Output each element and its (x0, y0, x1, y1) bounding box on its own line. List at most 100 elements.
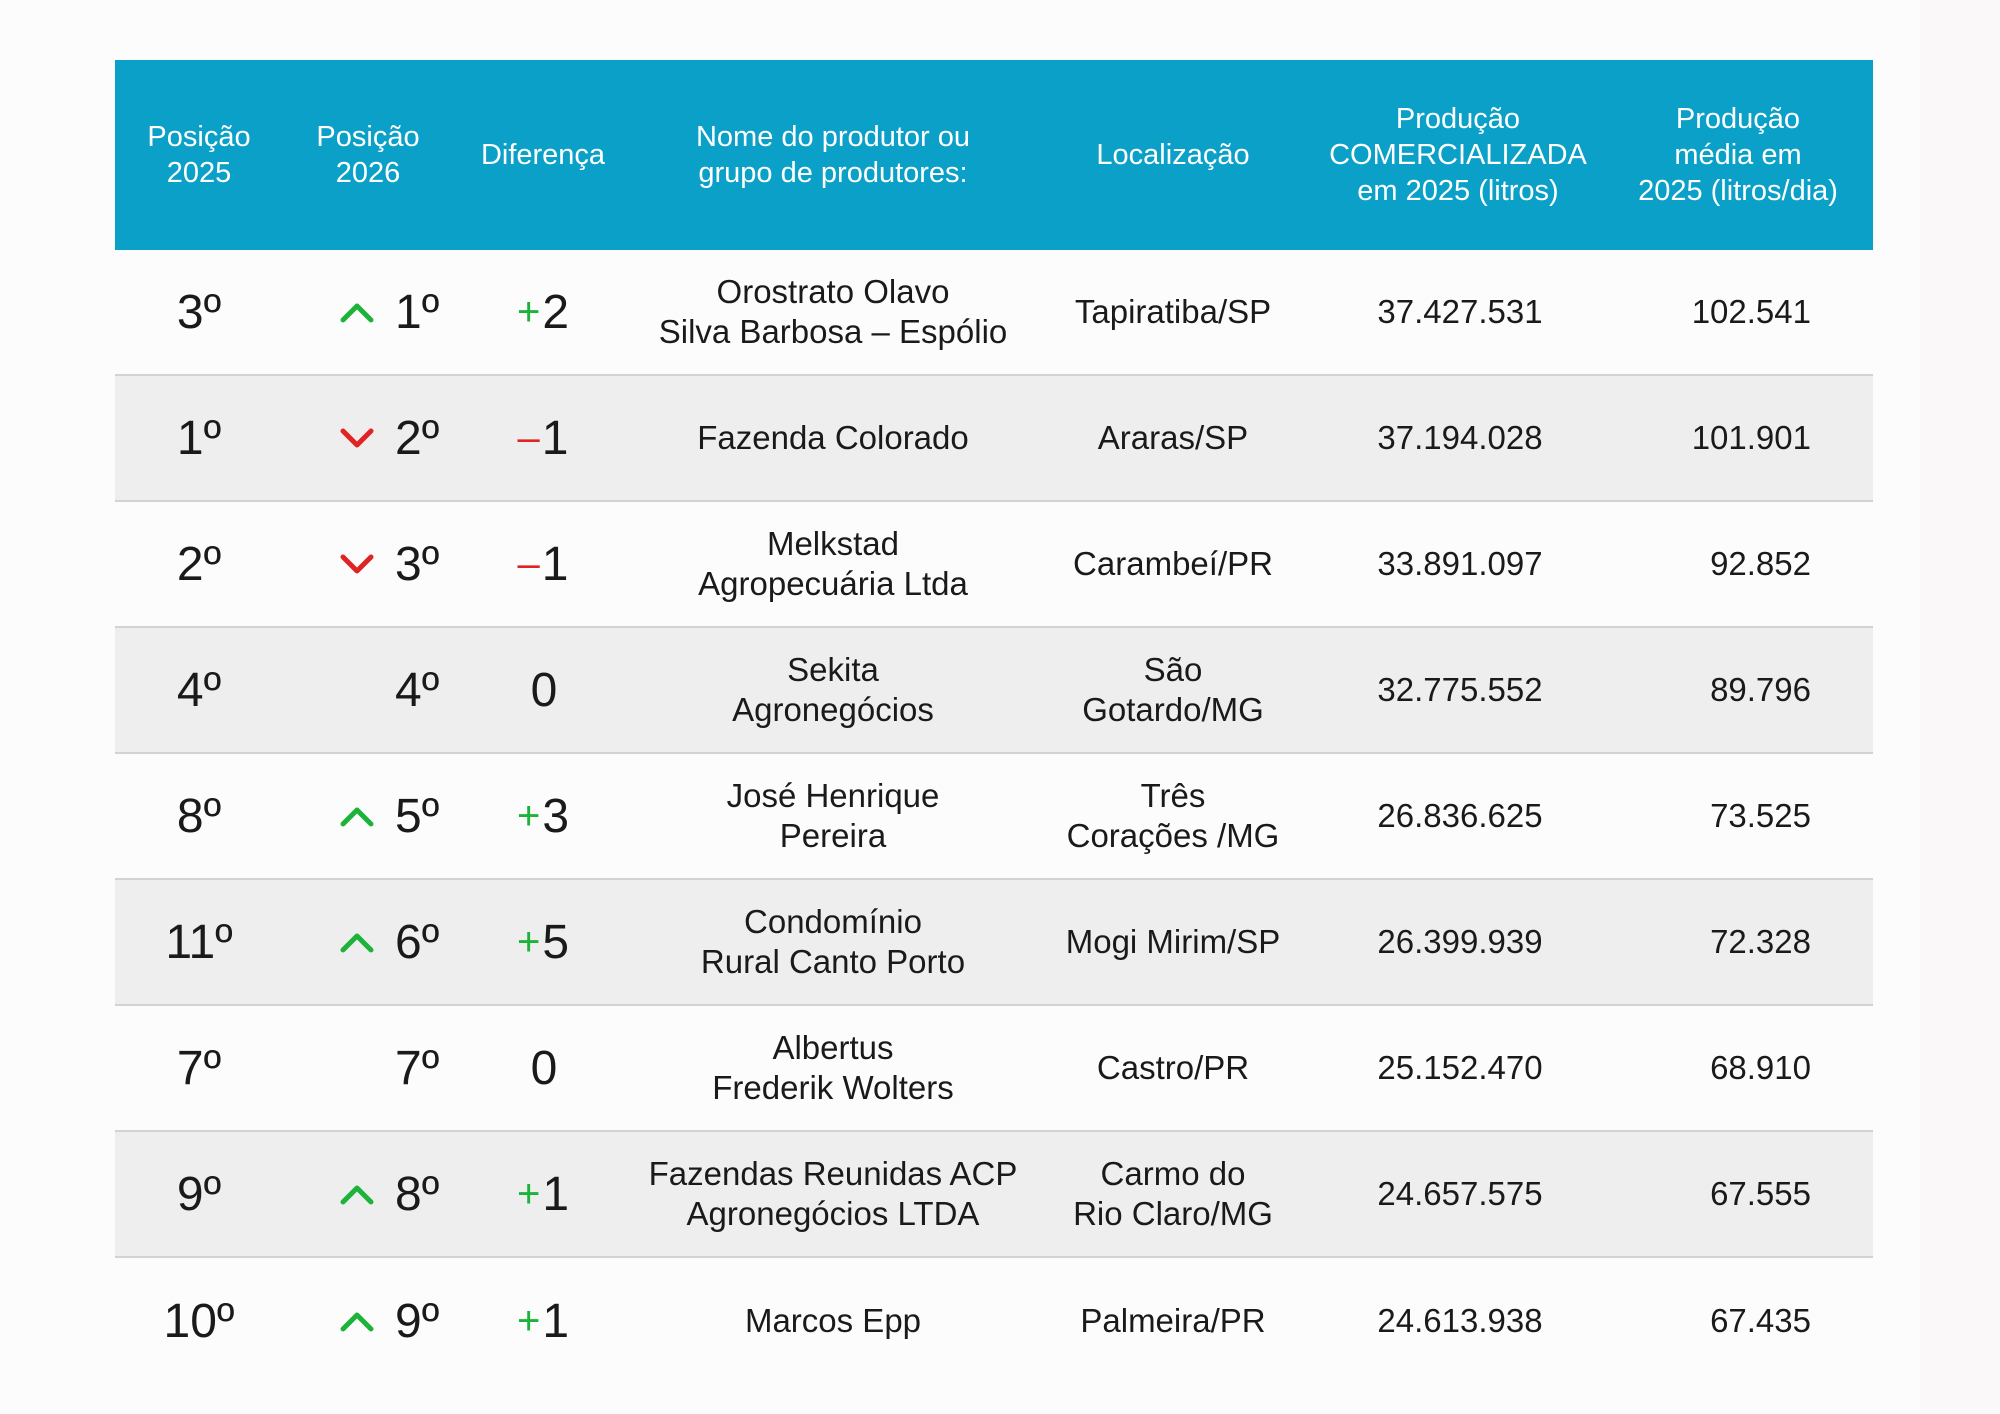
producer-name: Fazendas Reunidas ACP Agronegócios LTDA (648, 1155, 1018, 1232)
average-liters-per-day: 67.555 (1710, 1175, 1811, 1212)
position-2026-cell: 4º (283, 628, 453, 752)
average-liters-per-day: 68.910 (1710, 1049, 1811, 1086)
difference-value: 2 (542, 285, 570, 339)
difference: +2 (453, 250, 633, 374)
position-2025: 3º (176, 285, 222, 339)
difference-value: 0 (530, 663, 558, 717)
difference: +1 (453, 1258, 633, 1384)
table-row: 9º 8º +1 Fazendas Reunidas ACP Agronegócios… (115, 1132, 1873, 1258)
difference: –1 (453, 502, 633, 626)
table-row: 4º 4º 0 Sekita Agronegócios São Gotardo/MG 32… (115, 628, 1873, 754)
difference-value: 1 (542, 1294, 570, 1348)
difference: +5 (453, 880, 633, 1004)
production-liters: 32.775.552 (1377, 671, 1543, 708)
difference-value: 1 (541, 537, 569, 591)
location: Carambeí/PR (1073, 545, 1273, 582)
position-2025: 9º (176, 1167, 222, 1221)
position-2026: 7º (395, 1041, 440, 1095)
difference-sign: + (516, 1298, 541, 1343)
table-row: 7º 7º 0 Albertus Frederik Wolters Castro/PR 2… (115, 1006, 1873, 1132)
table-body: 3º 1º +2 Orostrato Olavo Silva Barbosa – Es… (115, 250, 1873, 1384)
location: São Gotardo/MG (1082, 651, 1264, 728)
producer-name: Fazenda Colorado (697, 419, 969, 456)
difference-value: 1 (542, 1167, 570, 1221)
average-liters-per-day: 92.852 (1710, 545, 1811, 582)
average-liters-per-day: 101.901 (1691, 419, 1811, 456)
producer-name: Sekita Agronegócios (732, 651, 934, 728)
position-2026: 6º (395, 915, 440, 969)
location: Araras/SP (1097, 419, 1249, 456)
position-2026: 2º (395, 411, 440, 465)
table-header: Posição 2025 Posição 2026 Diferença Nome… (115, 60, 1873, 250)
position-2026-cell: 7º (283, 1006, 453, 1130)
location: Palmeira/PR (1080, 1302, 1266, 1339)
table-row: 3º 1º +2 Orostrato Olavo Silva Barbosa – Es… (115, 250, 1873, 376)
production-liters: 24.657.575 (1377, 1175, 1543, 1212)
header-average: Produção média em 2025 (litros/dia) (1638, 103, 1838, 207)
position-2026-cell: 6º (283, 880, 453, 1004)
header-position-2026: Posição 2026 (316, 121, 420, 189)
difference-sign: + (516, 793, 541, 838)
trend-up-icon (335, 300, 379, 324)
position-2025: 7º (176, 1041, 222, 1095)
location: Tapiratiba/SP (1074, 293, 1272, 330)
table-row: 8º 5º +3 José Henrique Pereira Três Corações… (115, 754, 1873, 880)
difference: +3 (453, 754, 633, 878)
position-2025: 4º (176, 663, 222, 717)
trend-down-icon (335, 552, 379, 576)
header-location: Localização (1096, 139, 1250, 171)
trend-down-icon (335, 426, 379, 450)
average-liters-per-day: 72.328 (1710, 923, 1811, 960)
ranking-table: Posição 2025 Posição 2026 Diferença Nome… (115, 60, 1873, 1384)
producer-name: Melkstad Agropecuária Ltda (698, 525, 968, 602)
trend-up-icon (335, 930, 379, 954)
table-row: 2º 3º –1 Melkstad Agropecuária Ltda Carambeí… (115, 502, 1873, 628)
position-2025: 2º (176, 537, 222, 591)
trend-up-icon (335, 804, 379, 828)
difference-sign: + (516, 919, 541, 964)
producer-name: Condomínio Rural Canto Porto (700, 903, 966, 980)
producer-name: Albertus Frederik Wolters (712, 1029, 954, 1106)
location: Castro/PR (1096, 1049, 1250, 1086)
position-2026-cell: 3º (283, 502, 453, 626)
production-liters: 24.613.938 (1377, 1302, 1543, 1339)
production-liters: 26.836.625 (1377, 797, 1543, 834)
position-2025: 8º (176, 789, 222, 843)
position-2025: 1º (176, 411, 222, 465)
producer-name: Marcos Epp (744, 1302, 922, 1339)
header-producer-name: Nome do produtor ou grupo de produtores: (695, 121, 971, 189)
average-liters-per-day: 102.541 (1691, 293, 1811, 330)
table-row: 11º 6º +5 Condomínio Rural Canto Porto Mogi … (115, 880, 1873, 1006)
difference-sign: – (517, 541, 540, 586)
difference-sign: + (516, 1171, 541, 1216)
difference-sign: – (517, 415, 540, 460)
average-liters-per-day: 73.525 (1710, 797, 1811, 834)
difference-sign: + (516, 289, 541, 334)
position-2026-cell: 2º (283, 376, 453, 500)
difference: 0 (453, 628, 633, 752)
position-2026-cell: 1º (283, 250, 453, 374)
position-2025: 10º (163, 1294, 235, 1348)
header-production: Produção COMERCIALIZADA em 2025 (litros) (1329, 103, 1587, 207)
average-liters-per-day: 67.435 (1710, 1302, 1811, 1339)
position-2026: 9º (395, 1294, 440, 1348)
position-2026: 8º (395, 1167, 440, 1221)
table-row: 1º 2º –1 Fazenda Colorado Araras/SP 37.194.02… (115, 376, 1873, 502)
difference: +1 (453, 1132, 633, 1256)
difference: 0 (453, 1006, 633, 1130)
position-2026-cell: 9º (283, 1258, 453, 1384)
difference-value: 0 (530, 1041, 558, 1095)
location: Três Corações /MG (1066, 777, 1280, 854)
difference-value: 3 (542, 789, 570, 843)
location: Mogi Mirim/SP (1065, 923, 1281, 960)
producer-name: Orostrato Olavo Silva Barbosa – Espólio (658, 273, 1008, 350)
trend-up-icon (335, 1182, 379, 1206)
production-liters: 25.152.470 (1377, 1049, 1543, 1086)
position-2026-cell: 5º (283, 754, 453, 878)
difference-value: 1 (541, 411, 569, 465)
difference: –1 (453, 376, 633, 500)
production-liters: 37.194.028 (1377, 419, 1543, 456)
position-2025: 11º (165, 915, 233, 969)
average-liters-per-day: 89.796 (1710, 671, 1811, 708)
header-position-2025: Posição 2025 (147, 121, 251, 189)
